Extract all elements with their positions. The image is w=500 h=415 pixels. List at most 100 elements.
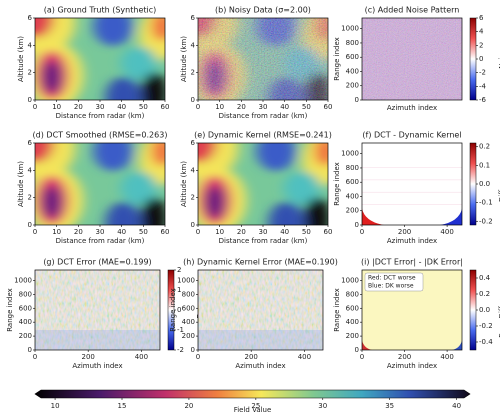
y-axis-label: Range index (333, 37, 341, 81)
y-tick-label: 400 (346, 67, 359, 75)
y-tick-label: 200 (182, 332, 195, 340)
y-tick-label: 2 (191, 69, 195, 77)
colorbar-tick-label: 15 (118, 402, 127, 410)
y-tick-label: 600 (19, 304, 32, 312)
y-tick-label: 6 (191, 14, 196, 22)
x-tick-label: 200 (82, 353, 95, 361)
y-tick-label: 800 (346, 164, 359, 172)
y-tick-label: 2 (28, 69, 32, 77)
y-tick-label: 800 (19, 290, 32, 298)
heatmap (35, 270, 160, 350)
x-axis-label: Azimuth index (387, 237, 437, 245)
colorbar-tick-label: 6 (479, 14, 484, 22)
colorbar-tick-label: 20 (184, 402, 193, 410)
x-tick-label: 20 (74, 103, 83, 111)
colorbar-label: Error Difference (498, 282, 500, 337)
colorbar-label: Field Value (234, 406, 272, 414)
y-tick-label: 6 (28, 139, 33, 147)
y-tick-label: 600 (346, 304, 359, 312)
y-tick-label: 800 (346, 290, 359, 298)
colorbar-tick-label: 2 (177, 266, 181, 274)
x-tick-label: 0 (33, 103, 37, 111)
colorbar-label: Noise (498, 49, 500, 68)
x-tick-label: 60 (161, 228, 170, 236)
y-tick-label: 800 (346, 39, 359, 47)
x-axis-label: Azimuth index (235, 362, 285, 370)
y-tick-label: 2 (28, 194, 32, 202)
panel-title: (b) Noisy Data (σ=2.00) (215, 6, 311, 15)
colorbar-tick-label: 10 (51, 402, 60, 410)
x-tick-label: 400 (298, 353, 311, 361)
y-tick-label: 200 (19, 332, 32, 340)
y-tick-label: 400 (346, 192, 359, 200)
x-tick-label: 200 (398, 353, 411, 361)
colorbar-tick-label: 30 (318, 402, 327, 410)
colorbar (469, 142, 477, 226)
y-axis-label: Range index (333, 288, 341, 332)
x-tick-label: 10 (215, 228, 224, 236)
x-axis-label: Azimuth index (72, 362, 122, 370)
x-tick-label: 40 (117, 228, 126, 236)
y-tick-label: 200 (346, 332, 359, 340)
x-tick-label: 30 (96, 103, 105, 111)
x-tick-label: 50 (302, 103, 311, 111)
x-tick-label: 40 (280, 228, 289, 236)
x-tick-label: 0 (360, 228, 364, 236)
x-axis-label: Distance from radar (km) (219, 237, 308, 245)
y-tick-label: 4 (28, 41, 33, 49)
x-tick-label: 60 (324, 228, 333, 236)
y-tick-label: 1000 (341, 276, 359, 284)
colorbar (469, 269, 477, 351)
y-tick-label: 4 (191, 41, 196, 49)
x-tick-label: 400 (440, 228, 453, 236)
x-axis-label: Azimuth index (387, 362, 437, 370)
colorbar-tick-label: -0.1 (479, 199, 493, 207)
x-tick-label: 10 (52, 228, 61, 236)
x-tick-label: 20 (237, 103, 246, 111)
y-axis-label: Range index (333, 162, 341, 206)
y-tick-label: 400 (19, 318, 32, 326)
x-tick-label: 30 (259, 228, 268, 236)
y-tick-label: 6 (191, 139, 196, 147)
colorbar-tick-label: 0.1 (479, 161, 490, 169)
panel-title: (g) DCT Error (MAE=0.199) (43, 258, 151, 267)
annotation: Red: DCT worse (368, 275, 416, 282)
panel-title: (f) DCT - Dynamic Kernel (362, 131, 461, 140)
x-tick-label: 400 (440, 353, 453, 361)
colorbar-tick-label: -2 (479, 69, 486, 77)
colorbar-tick-label: 2 (479, 41, 483, 49)
x-tick-label: 0 (33, 228, 37, 236)
y-axis-label: Range index (169, 288, 177, 332)
x-tick-label: 400 (135, 353, 148, 361)
colorbar (34, 389, 471, 399)
x-axis-label: Distance from radar (km) (56, 112, 145, 120)
x-tick-label: 200 (398, 228, 411, 236)
x-tick-label: 10 (215, 103, 224, 111)
annotation-box (364, 272, 424, 292)
plot-frame (361, 17, 463, 101)
x-tick-label: 0 (196, 228, 200, 236)
colorbar-tick-label: -0.4 (479, 338, 493, 346)
y-tick-label: 4 (191, 166, 196, 174)
y-tick-label: 0 (28, 96, 32, 104)
y-axis-label: Range index (6, 288, 14, 332)
plot-frame (197, 269, 324, 351)
colorbar-tick-label: 0 (479, 55, 483, 63)
y-tick-label: 0 (355, 96, 359, 104)
heatmap (362, 18, 462, 100)
y-tick-label: 6 (28, 14, 33, 22)
x-tick-label: 30 (96, 228, 105, 236)
y-axis-label: Altitude (km) (180, 161, 188, 207)
y-tick-label: 1000 (341, 150, 359, 158)
y-tick-label: 1000 (177, 276, 195, 284)
y-tick-label: 800 (182, 290, 195, 298)
y-tick-label: 400 (182, 318, 195, 326)
x-tick-label: 40 (280, 103, 289, 111)
colorbar-tick-label: -6 (479, 96, 487, 104)
colorbar-tick-label: 0.4 (479, 274, 491, 282)
x-tick-label: 50 (302, 228, 311, 236)
x-axis-label: Distance from radar (km) (56, 237, 145, 245)
y-tick-label: 0 (191, 346, 195, 354)
panel-title: (d) DCT Smoothed (RMSE=0.263) (33, 131, 168, 140)
y-tick-label: 2 (191, 194, 195, 202)
